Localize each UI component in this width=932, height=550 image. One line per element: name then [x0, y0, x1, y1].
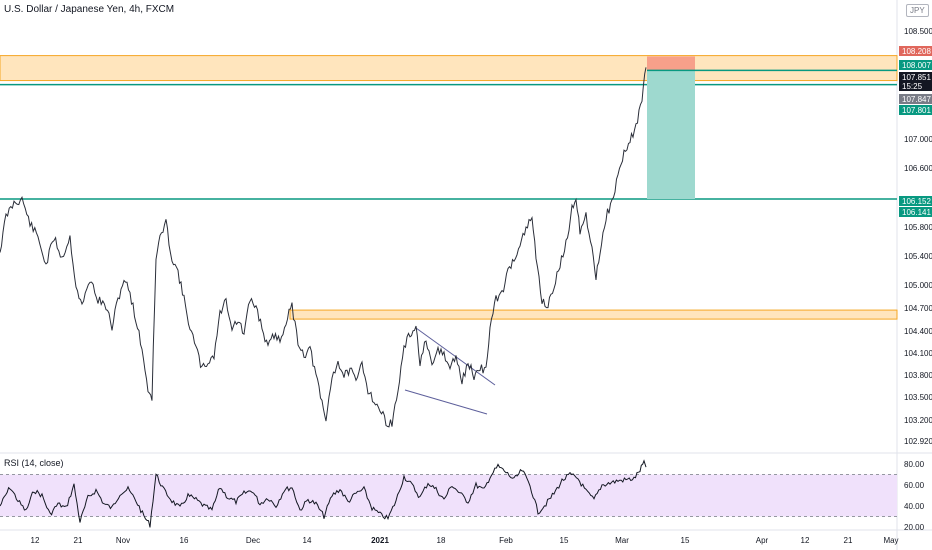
price-badge: [899, 46, 932, 56]
x-tick-label: Apr: [756, 536, 769, 545]
price-badge: [899, 105, 932, 115]
position-target-area: [647, 70, 695, 199]
price-badge-label: 107.851: [902, 73, 931, 82]
y-tick-label: 105.000: [904, 281, 932, 290]
position-stop-area: [647, 56, 695, 71]
y-tick-label: 105.800: [904, 223, 932, 232]
rsi-tick-label: 80.00: [904, 460, 925, 469]
rsi-band: [0, 474, 897, 517]
price-badge: [899, 60, 932, 70]
rsi-series-line: [0, 459, 647, 528]
chart-title: U.S. Dollar / Japanese Yen, 4h, FXCM: [4, 4, 175, 15]
x-tick-label: 16: [180, 536, 189, 545]
y-tick-label: 106.600: [904, 164, 932, 173]
price-series-line: [0, 67, 647, 428]
x-tick-label: May: [883, 536, 898, 545]
rsi-title: RSI (14, close): [4, 458, 64, 468]
x-tick-label: 14: [303, 536, 312, 545]
x-tick-label: 12: [801, 536, 810, 545]
x-tick-label: 15: [681, 536, 690, 545]
price-badge-label: 107.847: [902, 95, 931, 104]
x-tick-label: 21: [74, 536, 83, 545]
rsi-tick-label: 20.00: [904, 523, 925, 532]
y-tick-label: 107.000: [904, 135, 932, 144]
price-badge: [899, 94, 932, 104]
x-tick-label: Nov: [116, 536, 130, 545]
y-tick-label: 104.700: [904, 304, 932, 313]
support-zone: [289, 309, 898, 320]
price-badge-label: 108.007: [902, 61, 931, 70]
price-badge: [899, 72, 932, 82]
y-tick-label: 104.100: [904, 349, 932, 358]
price-badge-label: 106.152: [902, 197, 931, 206]
y-tick-label: 103.200: [904, 416, 932, 425]
currency-badge[interactable]: JPY: [906, 4, 929, 17]
x-tick-label: 15: [560, 536, 569, 545]
x-tick-label: 21: [844, 536, 853, 545]
price-badge-label: 107.801: [902, 106, 931, 115]
price-badge-label: 15:25: [902, 82, 923, 91]
y-tick-label: 102.920: [904, 437, 932, 446]
y-tick-label: 103.500: [904, 393, 932, 402]
price-badge-label: 106.141: [902, 208, 931, 217]
price-badge: [899, 196, 932, 206]
price-badge-label: 108.208: [902, 47, 931, 56]
y-tick-label: 104.400: [904, 327, 932, 336]
resistance-zone: [0, 55, 898, 82]
x-tick-label: Mar: [615, 536, 629, 545]
price-badge: [899, 207, 932, 217]
y-tick-label: 108.500: [904, 27, 932, 36]
x-tick-label: Dec: [246, 536, 260, 545]
rsi-tick-label: 40.00: [904, 502, 925, 511]
rsi-tick-label: 60.00: [904, 481, 925, 490]
x-tick-label: 12: [31, 536, 40, 545]
x-tick-label: 2021: [371, 536, 389, 545]
y-tick-label: 103.800: [904, 371, 932, 380]
pattern-lower-line: [404, 389, 488, 415]
x-tick-label: Feb: [499, 536, 513, 545]
y-tick-label: 105.400: [904, 252, 932, 261]
price-badge: [899, 81, 932, 91]
x-tick-label: 18: [437, 536, 446, 545]
